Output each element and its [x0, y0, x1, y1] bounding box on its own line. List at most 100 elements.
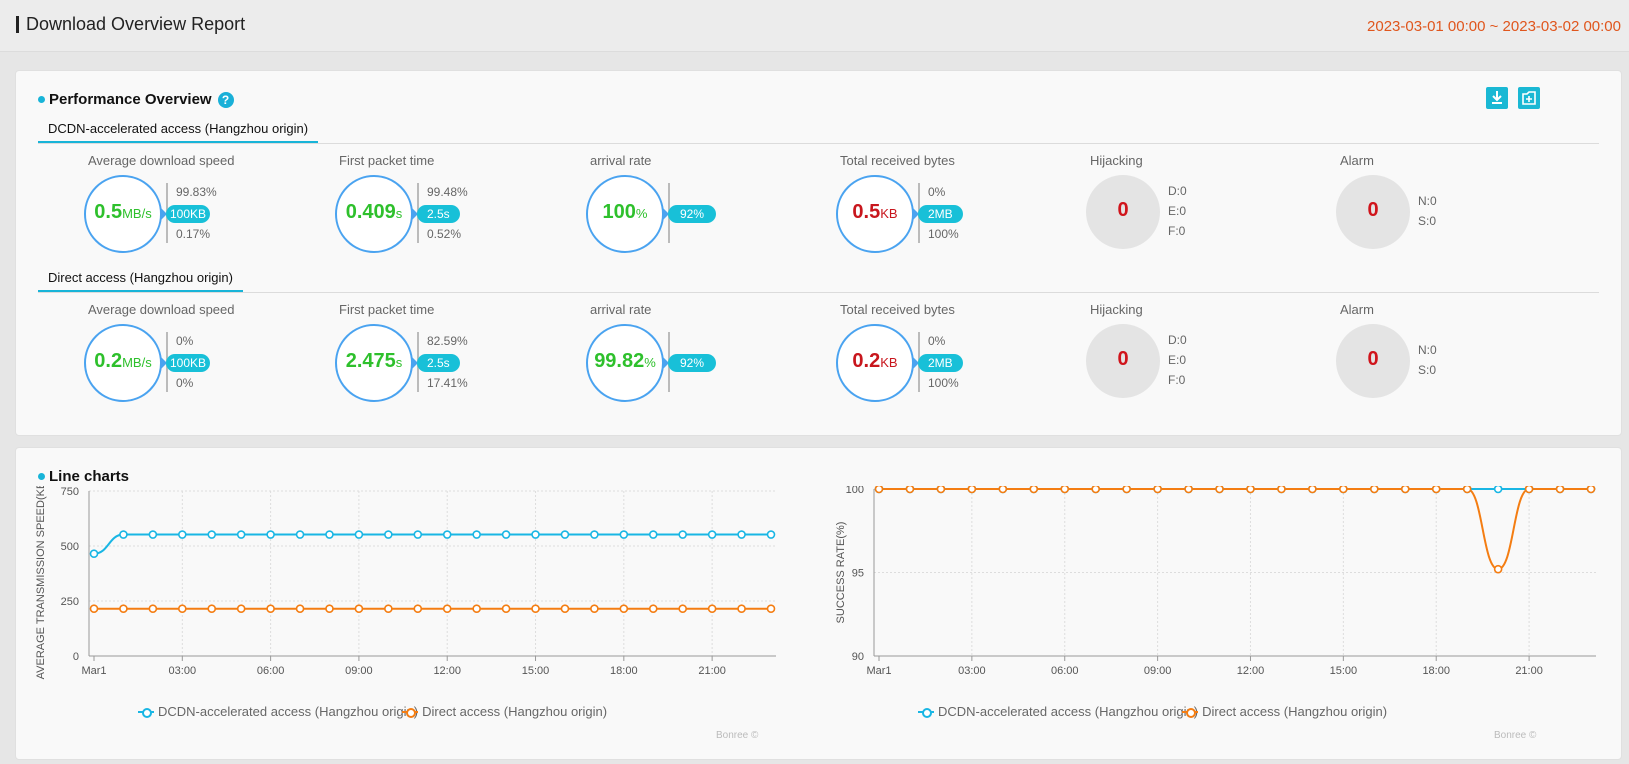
stat-n: N:0 — [1418, 194, 1437, 208]
metric-label: Average download speed — [88, 302, 235, 317]
download-button[interactable] — [1486, 87, 1508, 109]
threshold-badge: 92% — [668, 205, 717, 223]
alarm-gauge: 0 — [1336, 175, 1410, 249]
data-point — [707, 604, 717, 613]
arrival-gauge: 99.82% — [586, 324, 664, 402]
date-range[interactable]: 2023-03-01 00:00 ~ 2023-03-02 00:00 — [1367, 18, 1621, 35]
data-point — [442, 604, 452, 613]
hijacking-stats: D:0 E:0 F:0 — [1168, 181, 1187, 241]
data-point — [737, 530, 746, 539]
legend-label: DCDN-accelerated access (Hangzhou origin… — [158, 704, 419, 719]
data-point — [501, 530, 511, 539]
hijacking-gauge: 0 — [1086, 175, 1160, 249]
x-tick-label: 21:00 — [698, 665, 726, 677]
data-point — [1400, 486, 1410, 494]
legend-item-dcdn[interactable]: DCDN-accelerated access (Hangzhou origin… — [138, 704, 418, 719]
data-point — [678, 604, 687, 613]
legend-marker-icon — [918, 707, 934, 718]
metric-label: Total received bytes — [840, 153, 955, 168]
y-tick-label: 250 — [61, 596, 79, 608]
data-point — [1184, 486, 1193, 494]
stat-d: D:0 — [1168, 333, 1187, 347]
gauge-pointer — [412, 208, 418, 220]
data-point — [1153, 486, 1162, 494]
metric-value: 0.409s — [345, 201, 403, 223]
top-bar: Download Overview Report 2023-03-01 00:0… — [0, 0, 1629, 52]
speed-gauge: 0.5MB/s — [84, 175, 162, 253]
line-charts-panel: Line charts AVERAGE TRANSMISSION SPEED(K… — [15, 447, 1622, 760]
speed-gauge: 0.2MB/s — [84, 324, 162, 402]
metric-value: 0.5MB/s — [94, 201, 152, 223]
data-point — [89, 549, 99, 558]
lower-percentage: 0.17% — [176, 227, 211, 241]
data-point — [707, 530, 717, 539]
tab-divider — [38, 292, 1599, 293]
metric-value: 0 — [1367, 199, 1379, 221]
y-tick-label: 95 — [852, 568, 864, 580]
metric-label: First packet time — [339, 153, 435, 168]
metric-value: 0.2MB/s — [94, 350, 152, 372]
panel-title-text: Line charts — [49, 468, 130, 485]
tab-direct-access[interactable]: Direct access (Hangzhou origin) — [38, 266, 243, 292]
help-icon[interactable]: ? — [217, 91, 234, 108]
metric-value: 2.475s — [345, 350, 403, 372]
data-point — [1091, 486, 1100, 494]
metric-value: 99.82% — [594, 350, 656, 372]
speed-line-chart[interactable]: AVERAGE TRANSMISSION SPEED(KB/S) 0 250 500 7… — [34, 486, 804, 696]
data-point — [1122, 486, 1131, 494]
data-point — [384, 604, 393, 613]
export-button[interactable] — [1518, 87, 1540, 109]
data-point — [531, 604, 540, 613]
gauge-pointer — [913, 208, 919, 220]
metric-avg-download-speed: Average download speed 0.5MB/s 99.83% 10… — [40, 153, 280, 253]
lower-percentage: 100% — [928, 376, 959, 390]
success-rate-line-chart[interactable]: SUCCESS RATE(%) 90 95 100 Mar1 03:00 06:00 09:0… — [836, 486, 1616, 696]
chart-credit: Bonree © — [1494, 730, 1537, 741]
data-point — [1431, 486, 1441, 494]
y-axis-title: AVERAGE TRANSMISSION SPEED(KB/S) — [35, 486, 47, 679]
lower-percentage: 17.41% — [427, 376, 468, 390]
legend-marker-icon — [138, 707, 154, 718]
gauge-pointer — [663, 208, 669, 220]
threshold-badge: 2MB — [918, 205, 963, 223]
packet-gauge: 2.475s — [335, 324, 413, 402]
data-point — [295, 530, 305, 539]
alarm-stats: N:0 S:0 — [1418, 191, 1437, 231]
y-axis-title: SUCCESS RATE(%) — [836, 522, 847, 624]
y-tick-label: 90 — [852, 651, 864, 663]
x-tick-label: 12:00 — [1237, 665, 1265, 677]
performance-overview-panel: Performance Overview ? DCDN-accelerated … — [15, 70, 1622, 436]
stat-e: E:0 — [1168, 353, 1187, 367]
legend-label: Direct access (Hangzhou origin) — [422, 704, 608, 719]
data-point — [1462, 486, 1472, 494]
gauge-pointer — [412, 357, 418, 369]
data-point — [119, 530, 128, 539]
data-point — [1029, 486, 1039, 494]
lower-percentage: 100% — [928, 227, 959, 241]
x-tick-label: Mar1 — [866, 665, 891, 677]
data-point — [354, 604, 364, 613]
data-point — [1215, 486, 1224, 494]
legend-item-direct[interactable]: Direct access (Hangzhou origin) — [1182, 704, 1387, 719]
data-point — [1308, 486, 1317, 494]
upper-percentage: 99.83% — [176, 185, 217, 199]
metric-hijacking: Hijacking 0 D:0 E:0 F:0 — [1042, 302, 1282, 402]
stat-f: F:0 — [1168, 373, 1186, 387]
metric-label: Hijacking — [1090, 153, 1143, 168]
gauge-pointer — [913, 357, 919, 369]
packet-gauge: 0.409s — [335, 175, 413, 253]
data-point — [1555, 486, 1565, 494]
legend-item-dcdn[interactable]: DCDN-accelerated access (Hangzhou origin… — [918, 704, 1198, 719]
stat-f: F:0 — [1168, 224, 1186, 238]
legend-item-direct[interactable]: Direct access (Hangzhou origin) — [402, 704, 607, 719]
x-tick-label: 15:00 — [522, 665, 550, 677]
panel-title-text: Performance Overview — [49, 91, 212, 108]
data-point — [384, 530, 393, 539]
metric-total-received-bytes: Total received bytes 0.5KB 0% 2MB 100% — [792, 153, 1032, 253]
data-point — [89, 604, 99, 613]
y-tick-label: 750 — [61, 486, 79, 498]
tab-dcdn-access[interactable]: DCDN-accelerated access (Hangzhou origin… — [38, 117, 319, 143]
x-tick-label: 06:00 — [1051, 665, 1079, 677]
data-point — [119, 604, 128, 613]
data-point — [1246, 486, 1255, 494]
